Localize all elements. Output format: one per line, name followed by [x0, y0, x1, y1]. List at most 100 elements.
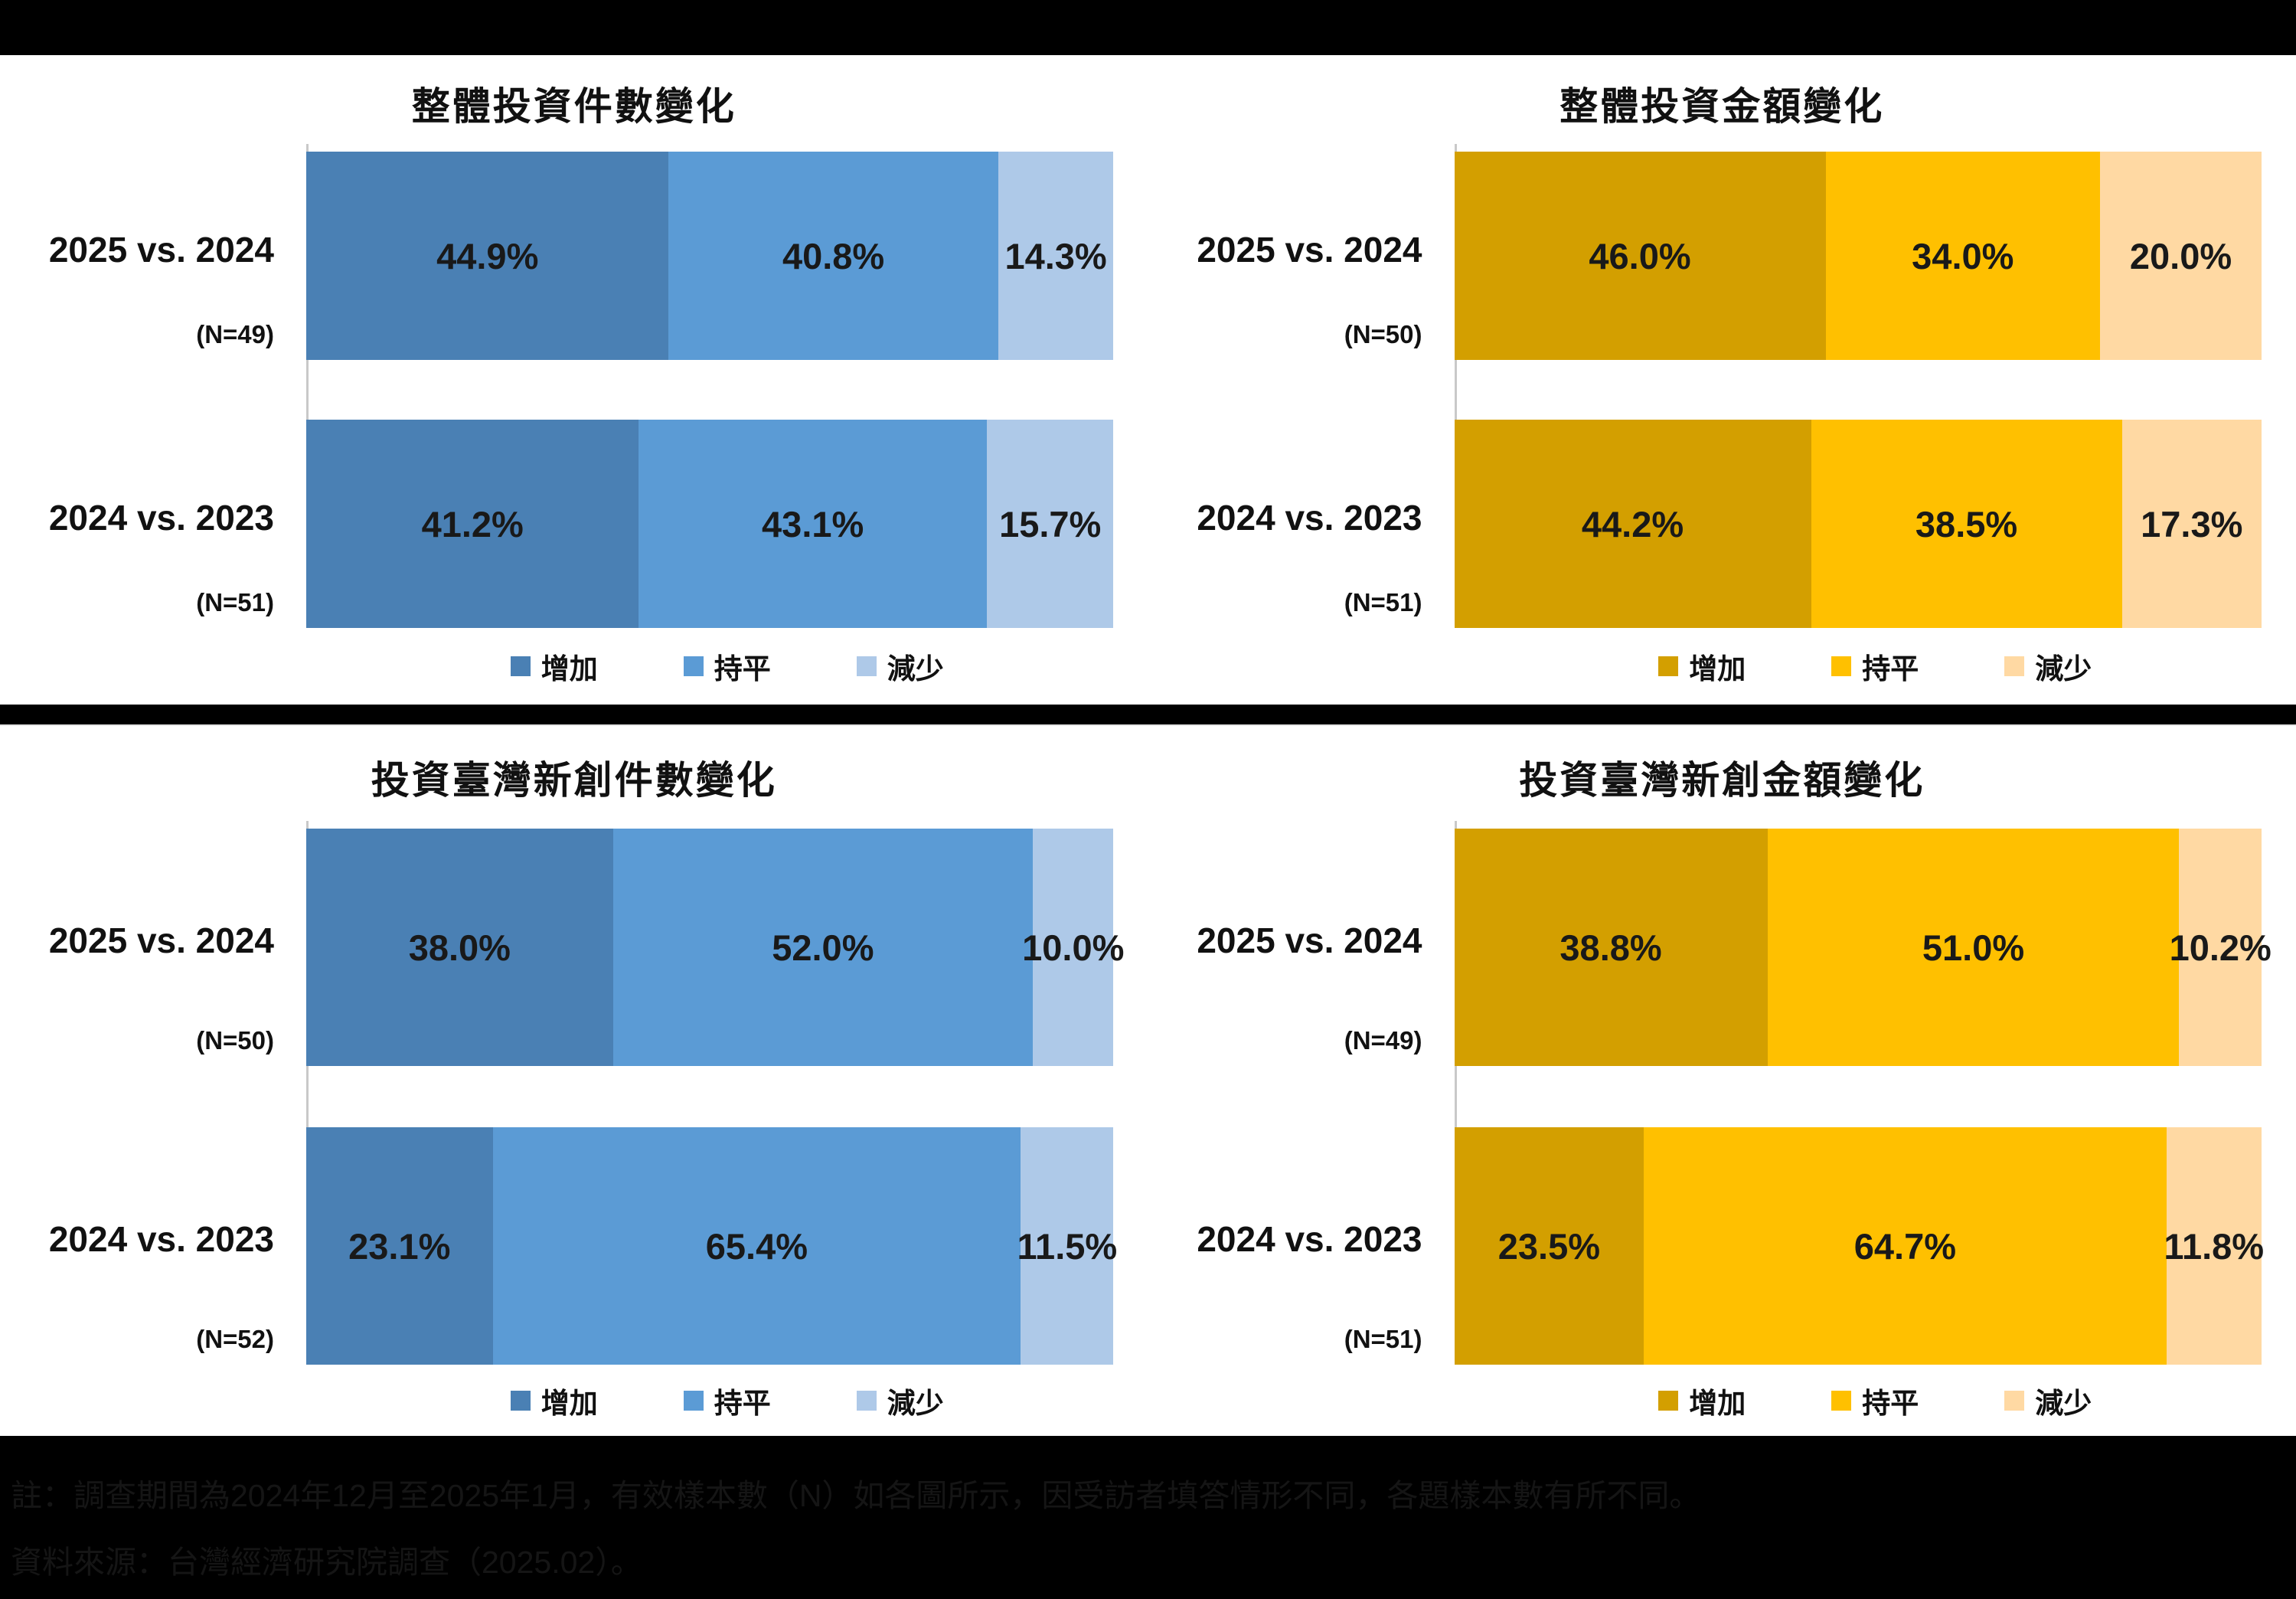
chart-panel-overall-deal-count: 整體投資件數變化 2025 vs. 2024 (N=49) 44.9% 40.8% 14…: [0, 55, 1148, 705]
segment-value-label: 65.4%: [705, 1225, 808, 1267]
bar-row: 2024 vs. 2023 (N=51) 44.2% 38.5% 17.3%: [1148, 420, 2262, 628]
legend-swatch-increase-icon: [1658, 656, 1679, 676]
row-period-label: 2025 vs. 2024: [48, 920, 274, 960]
row-gap: [0, 360, 1114, 420]
legend-item-increase: 增加: [510, 646, 598, 687]
bar-row: 2025 vs. 2024 (N=50) 38.0% 52.0% 10.0%: [0, 829, 1124, 1066]
row-period-label: 2024 vs. 2023: [1197, 497, 1422, 538]
legend-swatch-flat-icon: [1831, 656, 1852, 676]
segment-value-label: 44.2%: [1581, 503, 1684, 544]
legend-item-decrease: 減少: [856, 646, 944, 687]
legend-label-decrease: 減少: [2035, 653, 2092, 685]
bar-row: 2025 vs. 2024 (N=50) 46.0% 34.0% 20.0%: [1148, 152, 2262, 360]
chart-panel-taiwan-startup-deal-amount: 投資臺灣新創金額變化 2025 vs. 2024 (N=49) 38.8% 51.0%…: [1148, 726, 2296, 1436]
segment-value-label: 64.7%: [1853, 1225, 1957, 1267]
bar-segment-increase: 23.5%: [1454, 1127, 1644, 1365]
legend-swatch-decrease-icon: [856, 1390, 877, 1411]
segment-value-label: 11.8%: [2164, 1225, 2265, 1267]
row-sample-size: (N=51): [1344, 588, 1422, 616]
bar-segment-increase: 38.8%: [1454, 829, 1768, 1066]
legend-label-decrease: 減少: [887, 1387, 944, 1419]
legend-swatch-flat-icon: [683, 656, 704, 676]
bar-row: 2024 vs. 2023 (N=52) 23.1% 65.4% 11.5%: [0, 1127, 1117, 1365]
bar-segment-decrease: 17.3%: [2121, 420, 2262, 628]
row-labels: 2024 vs. 2023 (N=52): [0, 1127, 306, 1365]
chart-title: 投資臺灣新創金額變化: [1519, 759, 1925, 802]
stacked-bar: 44.2% 38.5% 17.3%: [1454, 420, 2262, 628]
y-axis-line: [306, 821, 309, 1365]
stacked-bar: 38.0% 52.0% 10.0%: [306, 829, 1124, 1066]
legend: 增加 持平 減少: [0, 628, 1148, 705]
segment-value-label: 40.8%: [782, 235, 885, 276]
y-axis-line: [1454, 144, 1457, 628]
bar-segment-flat: 64.7%: [1644, 1127, 2167, 1365]
row-period-label: 2024 vs. 2023: [1197, 1218, 1422, 1259]
top-charts-panel: 整體投資件數變化 2025 vs. 2024 (N=49) 44.9% 40.8% 14…: [0, 55, 2296, 705]
legend-item-flat: 持平: [683, 646, 771, 687]
row-sample-size: (N=51): [196, 588, 274, 616]
bar-segment-flat: 40.8%: [668, 152, 998, 360]
stacked-bar: 38.8% 51.0% 10.2%: [1454, 829, 2272, 1066]
stacked-bar: 41.2% 43.1% 15.7%: [306, 420, 1114, 628]
bar-segment-flat: 65.4%: [492, 1127, 1021, 1365]
row-labels: 2025 vs. 2024 (N=50): [0, 829, 306, 1066]
bar-segment-decrease: 14.3%: [998, 152, 1114, 360]
segment-value-label: 44.9%: [436, 235, 539, 276]
bar-segment-flat: 51.0%: [1767, 829, 2180, 1066]
segment-value-label: 38.0%: [408, 927, 511, 968]
row-labels: 2025 vs. 2024 (N=50): [1148, 152, 1455, 360]
panel-separator: [0, 705, 2296, 724]
legend-item-increase: 增加: [1658, 646, 1746, 687]
row-sample-size: (N=49): [1344, 1026, 1422, 1055]
row-gap: [1148, 1066, 2262, 1127]
legend-label-flat: 持平: [1862, 1387, 1919, 1419]
legend-swatch-decrease-icon: [2004, 1390, 2025, 1411]
bar-segment-decrease: 11.8%: [2164, 1127, 2265, 1365]
bar-segment-decrease: 15.7%: [986, 420, 1114, 628]
row-labels: 2024 vs. 2023 (N=51): [1148, 1127, 1455, 1365]
row-gap: [1148, 360, 2262, 420]
bar-segment-decrease: 10.2%: [2170, 829, 2272, 1066]
segment-value-label: 20.0%: [2129, 235, 2232, 276]
stacked-bar: 46.0% 34.0% 20.0%: [1454, 152, 2262, 360]
segment-value-label: 41.2%: [421, 503, 524, 544]
stacked-bar: 44.9% 40.8% 14.3%: [306, 152, 1114, 360]
bar-segment-flat: 52.0%: [612, 829, 1034, 1066]
legend-label-increase: 增加: [1689, 653, 1746, 685]
y-axis-line: [1454, 821, 1457, 1365]
bar-segment-increase: 23.1%: [306, 1127, 493, 1365]
chart-panel-overall-deal-amount: 整體投資金額變化 2025 vs. 2024 (N=50) 46.0% 34.0% 20…: [1148, 55, 2296, 705]
legend-label-flat: 持平: [714, 653, 771, 685]
chart-panel-taiwan-startup-deal-count: 投資臺灣新創件數變化 2025 vs. 2024 (N=50) 38.0% 52.0%…: [0, 726, 1148, 1436]
legend-label-decrease: 減少: [2035, 1387, 2092, 1419]
row-labels: 2024 vs. 2023 (N=51): [1148, 420, 1455, 628]
bar-segment-increase: 46.0%: [1454, 152, 1826, 360]
segment-value-label: 10.2%: [2169, 927, 2272, 968]
plot-area: 2025 vs. 2024 (N=49) 38.8% 51.0% 10.2% 2024 v…: [1148, 821, 2296, 1365]
row-sample-size: (N=50): [1344, 320, 1422, 348]
legend-item-decrease: 減少: [2004, 646, 2092, 687]
stacked-bar: 23.5% 64.7% 11.8%: [1454, 1127, 2265, 1365]
plot-area: 2025 vs. 2024 (N=50) 38.0% 52.0% 10.0% 2024 v…: [0, 821, 1148, 1365]
bar-segment-increase: 38.0%: [306, 829, 613, 1066]
legend-swatch-increase-icon: [510, 1390, 531, 1411]
segment-value-label: 17.3%: [2141, 503, 2243, 544]
segment-value-label: 51.0%: [1922, 927, 2025, 968]
legend-swatch-increase-icon: [1658, 1390, 1679, 1411]
bar-segment-increase: 44.9%: [306, 152, 669, 360]
footnote-area: 註：調查期間為2024年12月至2025年1月，有效樣本數（N）如各圖所示，因受…: [0, 1436, 2296, 1599]
legend-swatch-increase-icon: [510, 656, 531, 676]
legend-swatch-flat-icon: [683, 1390, 704, 1411]
legend-item-increase: 增加: [1658, 1380, 1746, 1421]
segment-value-label: 11.5%: [1017, 1225, 1118, 1267]
legend-label-decrease: 減少: [887, 653, 944, 685]
row-period-label: 2024 vs. 2023: [48, 1218, 274, 1259]
bar-segment-decrease: 20.0%: [2100, 152, 2262, 360]
top-black-strip: [0, 0, 2296, 55]
bar-segment-decrease: 11.5%: [1017, 1127, 1117, 1365]
chart-title: 整體投資金額變化: [1560, 85, 1885, 128]
bar-segment-decrease: 10.0%: [1022, 829, 1124, 1066]
legend-label-increase: 增加: [541, 1387, 598, 1419]
row-sample-size: (N=50): [196, 1026, 274, 1055]
legend-item-decrease: 減少: [856, 1380, 944, 1421]
